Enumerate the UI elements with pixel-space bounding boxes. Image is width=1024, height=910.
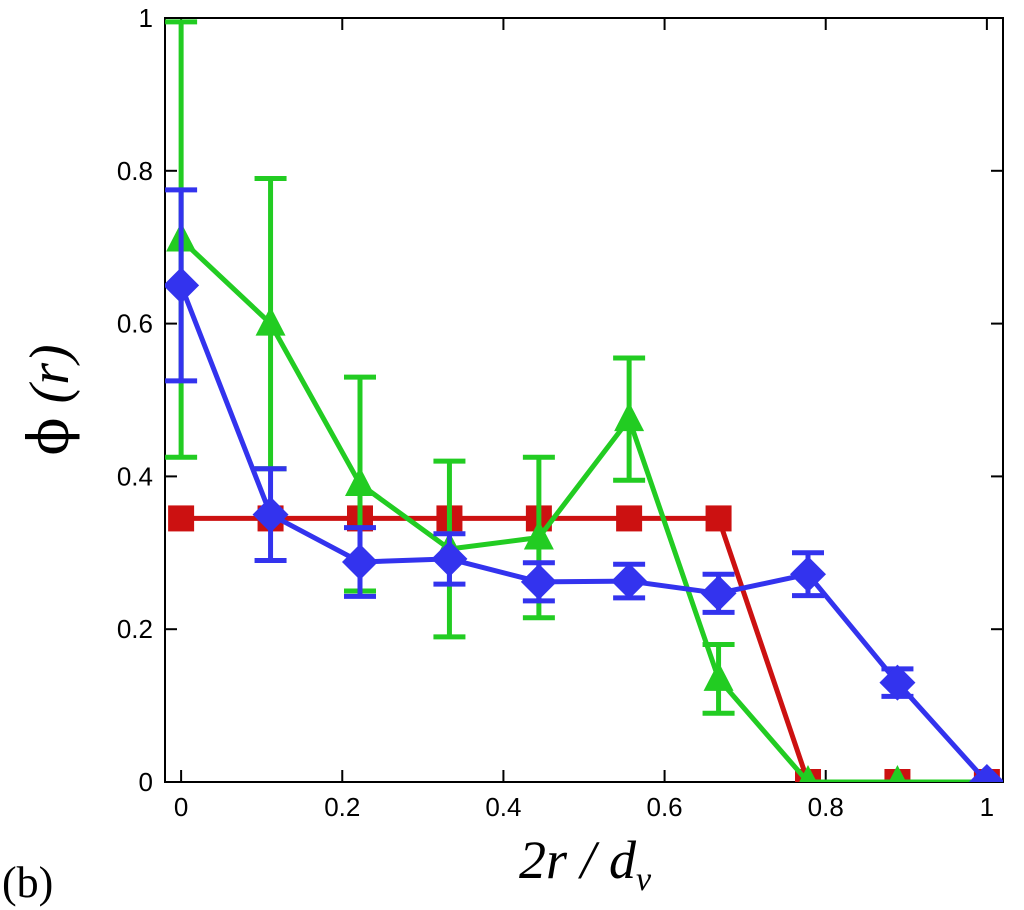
data-point-diamond	[252, 496, 289, 533]
axis-ticks: 0 0.2 0.4 0.6 0.8 1 0 0.2 0.4 0.6 0.8 1	[117, 3, 1003, 822]
series-layer	[165, 19, 1003, 782]
data-point-diamond	[341, 543, 378, 580]
data-point-triangle	[614, 402, 645, 432]
x-tick-label: 0.2	[324, 792, 360, 822]
data-point-triangle	[888, 765, 907, 782]
data-point-triangle	[703, 661, 734, 691]
x-tick-label: 0.8	[808, 792, 844, 822]
y-tick-label: 0.4	[117, 461, 153, 491]
data-point-triangle	[799, 765, 817, 782]
data-point-diamond	[165, 267, 200, 304]
y-tick-label: 0	[139, 767, 153, 797]
x-axis-title: 2r / dv	[519, 830, 652, 898]
data-point-triangle	[344, 467, 375, 497]
data-point-diamond	[968, 764, 1003, 782]
data-point-triangle	[255, 306, 286, 336]
data-point-square	[705, 505, 732, 532]
y-axis-title-phi: ϕ	[17, 417, 82, 455]
data-point-diamond	[520, 563, 557, 600]
x-axis-title-text: 2r / d	[519, 830, 637, 890]
y-axis-title-r: (r)	[19, 344, 81, 403]
panel-label: (b)	[2, 858, 53, 907]
series-line	[179, 237, 987, 782]
x-tick-label: 0.6	[646, 792, 682, 822]
plot-frame	[164, 17, 1004, 783]
data-point-square	[168, 505, 195, 532]
data-point-diamond	[431, 540, 468, 577]
x-tick-label: 0.4	[485, 792, 521, 822]
data-point-diamond	[790, 556, 827, 593]
x-axis-title-subscript: v	[636, 861, 652, 898]
x-tick-label: 0	[174, 792, 188, 822]
x-tick-label: 1	[980, 792, 994, 822]
data-point-triangle	[523, 520, 554, 550]
data-point-diamond	[700, 575, 737, 612]
y-tick-label: 0.8	[117, 156, 153, 186]
series-line	[178, 284, 989, 782]
data-point-diamond	[879, 664, 916, 701]
series-line	[181, 515, 987, 782]
data-point-square	[616, 505, 643, 532]
series-diamond	[165, 187, 1003, 782]
data-point-diamond	[611, 563, 648, 600]
svg-text:ϕ(r): ϕ (r)	[17, 344, 82, 455]
y-axis-title: ϕ (r)	[17, 344, 82, 455]
y-tick-label: 1	[139, 3, 153, 33]
y-tick-label: 0.2	[117, 614, 153, 644]
y-tick-label: 0.6	[117, 309, 153, 339]
